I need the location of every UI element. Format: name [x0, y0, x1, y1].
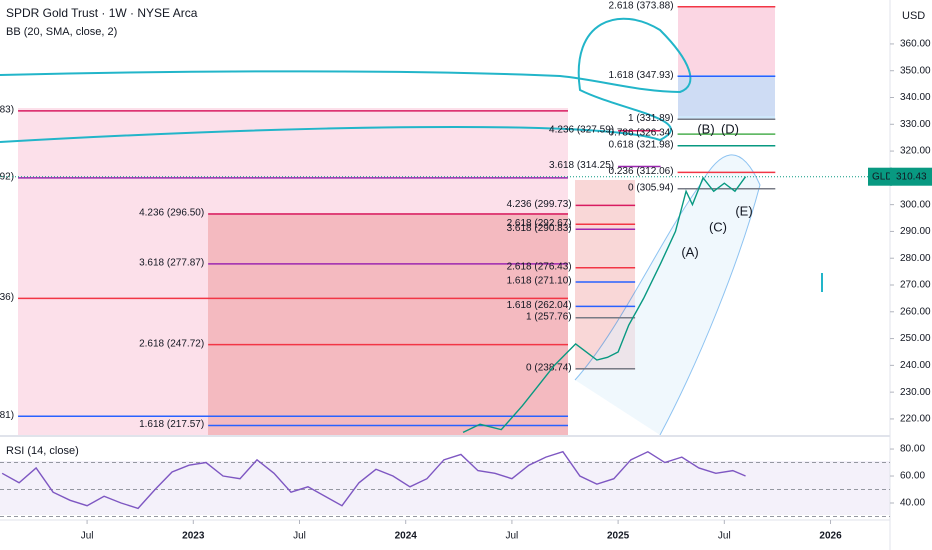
y-tick-label: 320.00 [900, 146, 931, 157]
fib-label: 2.618 (276.43) [507, 261, 572, 272]
y-tick-label: 290.00 [900, 226, 931, 237]
fib-label: 1.618 (271.10) [507, 276, 572, 287]
fib-label: 0 (238.74) [526, 362, 572, 373]
rsi-title: RSI (14, close) [6, 445, 79, 457]
fib-label: 1.618 (347.93) [609, 70, 674, 81]
fib-label: 2.618 (292.67) [507, 218, 572, 229]
y-tick-label: 240.00 [900, 360, 931, 371]
symbol-tag-label: GLD [872, 171, 893, 182]
x-tick-label: Jul [293, 531, 306, 542]
fib-label: 1.618 (262.04) [507, 300, 572, 311]
x-tick-label: 2026 [819, 531, 842, 542]
x-tick-label: 2025 [607, 531, 630, 542]
fib-label: 3.618 (290.83) [507, 223, 572, 234]
y-tick-label: 280.00 [900, 253, 931, 264]
fib-zone [18, 108, 568, 435]
fib-label: 1.618 (217.57) [139, 419, 204, 430]
y-tick-label: 40.00 [900, 498, 925, 509]
fib-label: 0.618 (321.98) [609, 139, 674, 150]
fib-label: 1 (257.76) [526, 311, 572, 322]
fib-label: 0 (305.94) [628, 182, 674, 193]
rsi-line [1, 450, 746, 510]
fib-label: 4.236 (296.50) [139, 208, 204, 219]
y-tick-label: 250.00 [900, 333, 931, 344]
fib-label: 36) [0, 292, 14, 303]
fib-label: 2.618 (247.72) [139, 338, 204, 349]
y-tick-label: 360.00 [900, 39, 931, 50]
fib-label: 1 (331.89) [628, 113, 674, 124]
price-tag [890, 167, 932, 186]
bollinger-band [574, 154, 761, 436]
x-tick-label: 2023 [182, 531, 205, 542]
drawing-curve [0, 17, 692, 143]
price-line [462, 176, 747, 433]
y-tick-label: 270.00 [900, 280, 931, 291]
wave-label: (A) [681, 244, 698, 259]
y-tick-label: 350.00 [900, 65, 931, 76]
y-tick-label: 300.00 [900, 199, 931, 210]
y-tick-label: 340.00 [900, 92, 931, 103]
currency: USD [902, 10, 925, 22]
wave-label: (D) [721, 121, 739, 136]
pane-divider [0, 435, 890, 437]
y-tick-label: 230.00 [900, 387, 931, 398]
fib-label: 4.236 (299.73) [507, 199, 572, 210]
wave-label: (B) [697, 121, 714, 136]
y-tick-label: 60.00 [900, 471, 925, 482]
y-tick-label: 220.00 [900, 414, 931, 425]
price-tag-label: 310.43 [896, 171, 927, 182]
wave-label: (E) [735, 203, 752, 218]
fib-label: 0.236 (312.06) [609, 166, 674, 177]
rsi-band [0, 461, 890, 515]
wave-label: (C) [709, 219, 727, 234]
fib-label: 4.236 (327.59) [549, 124, 614, 135]
fib-zone [678, 75, 775, 120]
y-tick-label: 330.00 [900, 119, 931, 130]
chart-title: SPDR Gold Trust · 1W · NYSE Arca [6, 6, 198, 20]
fib-label: 92) [0, 171, 14, 182]
fib-label: 81) [0, 410, 14, 421]
y-tick-label: 260.00 [900, 306, 931, 317]
fib-label: 3.618 (277.87) [139, 258, 204, 269]
fib-label: 0.786 (326.34) [609, 128, 674, 139]
x-tick-label: Jul [718, 531, 731, 542]
fib-zone [208, 213, 568, 435]
symbol-tag [868, 167, 892, 186]
fib-label: 3.618 (314.25) [549, 160, 614, 171]
x-tick-label: Jul [81, 531, 94, 542]
x-tick-label: 2024 [395, 531, 418, 542]
x-tick-label: Jul [506, 531, 519, 542]
fib-label: 83) [0, 105, 14, 116]
indicator-label: BB (20, SMA, close, 2) [6, 26, 117, 38]
fib-label: 2.618 (373.88) [609, 0, 674, 11]
y-tick-label: 80.00 [900, 444, 925, 455]
